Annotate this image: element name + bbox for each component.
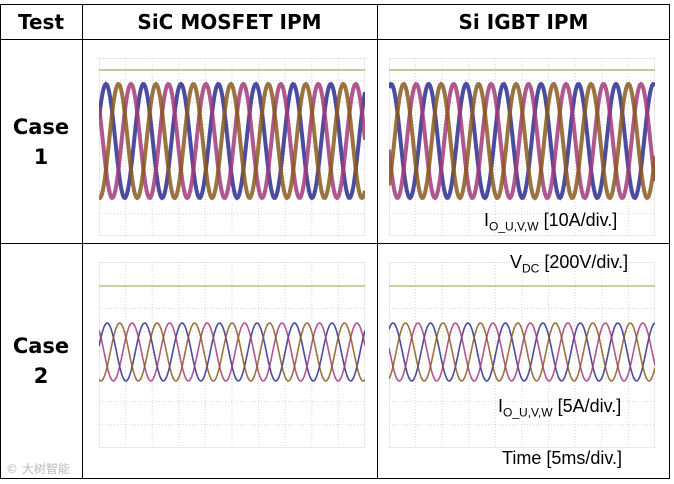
vdc-symbol: V [510, 252, 523, 272]
table-border-left [0, 4, 1, 479]
phase-w-trace [389, 322, 655, 382]
current-symbol: I [484, 210, 490, 230]
case-2-number: 2 [33, 364, 49, 388]
watermark: © 大树智能 [6, 462, 70, 476]
vdc-scale-text: [200V/div.] [539, 252, 629, 272]
phase-u-trace [389, 322, 655, 382]
scope-sic-case-1 [99, 58, 365, 236]
current-subscript: O_U,V,W [489, 219, 539, 234]
table-header-divider [0, 39, 670, 40]
current-scale-case-1: IO_U,V,W [10A/div.] [484, 210, 617, 234]
current-scale-text-2: [5A/div.] [552, 396, 622, 416]
phase-w-trace [99, 322, 365, 382]
phase-u-trace [99, 81, 365, 201]
table-border-bottom [0, 478, 670, 479]
case-1-word: Case [12, 115, 70, 139]
header-test: Test [17, 10, 64, 34]
header-si-igbt-ipm: Si IGBT IPM [458, 10, 589, 34]
phase-v-trace [99, 322, 365, 382]
case-2-word: Case [12, 334, 70, 358]
phase-w-trace [99, 81, 365, 201]
vdc-subscript: DC [522, 261, 540, 276]
scope-si-case-2 [389, 262, 655, 448]
scope-sic-case-2 [99, 262, 365, 448]
case-1-number: 1 [33, 145, 49, 169]
header-sic-mosfet-ipm: SiC MOSFET IPM [137, 10, 322, 34]
vdc-scale: VDC [200V/div.] [510, 252, 628, 276]
current-symbol-2: I [498, 396, 504, 416]
table-border-top [0, 4, 670, 5]
row-label-case-2: Case 2 [0, 244, 82, 478]
table-row-divider [0, 243, 670, 244]
table-column-divider-2 [377, 4, 378, 479]
scope-si-case-1 [389, 58, 655, 236]
phase-w-trace [389, 81, 655, 201]
current-scale-case-2: IO_U,V,W [5A/div.] [498, 396, 621, 420]
row-label-case-1: Case 1 [0, 40, 82, 244]
table-column-divider-1 [82, 4, 83, 479]
current-scale-text: [10A/div.] [538, 210, 618, 230]
time-scale: Time [5ms/div.] [502, 448, 623, 468]
phase-v-trace [389, 322, 655, 382]
table-border-right [669, 4, 670, 479]
current-subscript-2: O_U,V,W [503, 405, 553, 420]
